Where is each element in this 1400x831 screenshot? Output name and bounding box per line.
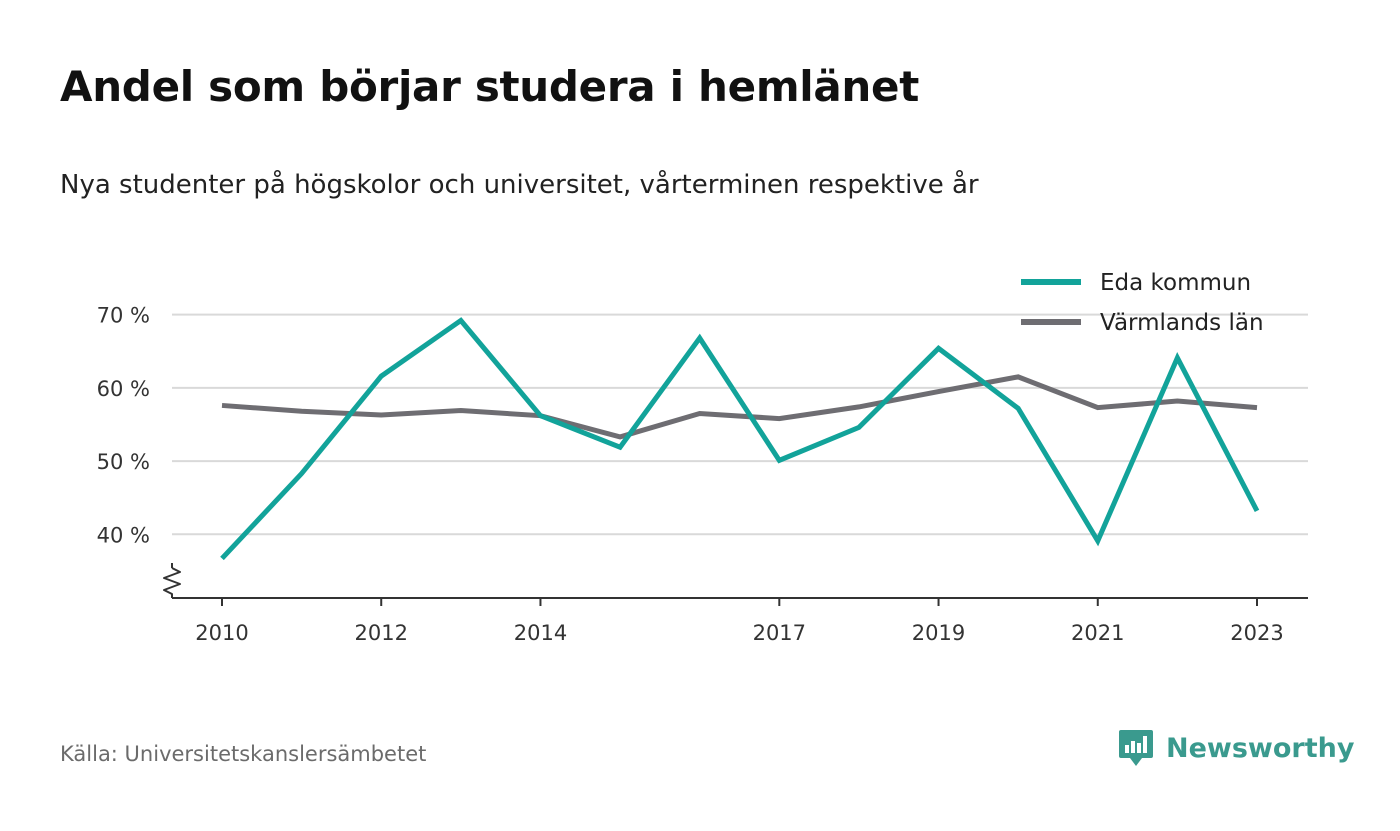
chart-subtitle: Nya studenter på högskolor och universit…: [60, 170, 979, 200]
chart-title: Andel som börjar studera i hemlänet: [60, 62, 919, 111]
x-tick-label: 2012: [355, 621, 408, 645]
series-lines: [220, 317, 1260, 561]
x-axis: 2010 2012 2014 2017 2019 2021 2023: [172, 597, 1308, 645]
brand-name: Newsworthy: [1166, 732, 1355, 764]
y-tick-label: 60 %: [97, 377, 150, 401]
legend: Eda kommun Värmlands län: [1021, 270, 1264, 336]
source-note: Källa: Universitetskanslersämbetet: [60, 742, 427, 766]
y-tick-label: 40 %: [97, 523, 150, 547]
x-tick-label: 2017: [753, 621, 806, 645]
grid-lines: [172, 313, 1308, 536]
series-line-1: [221, 374, 1258, 440]
x-tick-label: 2014: [514, 621, 567, 645]
line-chart: 40 % 50 % 60 % 70 % 2010 2012 2014 2017 2019 202…: [97, 270, 1308, 645]
y-tick-label: 50 %: [97, 450, 150, 474]
y-axis: 40 % 50 % 60 % 70 %: [97, 304, 181, 598]
x-tick-label: 2023: [1230, 621, 1283, 645]
brand-logo-block[interactable]: Newsworthy: [1118, 728, 1354, 768]
x-tick-label: 2019: [912, 621, 965, 645]
x-tick-label: 2021: [1071, 621, 1124, 645]
legend-label: Värmlands län: [1100, 310, 1264, 336]
newsworthy-logo-icon: [1119, 730, 1153, 766]
legend-label: Eda kommun: [1100, 270, 1251, 296]
y-tick-label: 70 %: [97, 304, 150, 328]
x-tick-label: 2010: [195, 621, 248, 645]
axis-break-icon: [163, 567, 181, 598]
series-line-0: [220, 317, 1260, 561]
